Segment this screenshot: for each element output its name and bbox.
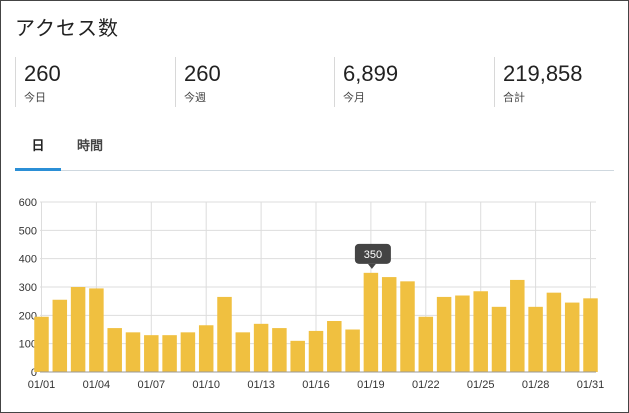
stat-month-value: 6,899 bbox=[343, 61, 399, 86]
y-tick-label: 200 bbox=[19, 310, 37, 322]
bar bbox=[125, 332, 141, 372]
x-tick-label: 01/13 bbox=[247, 379, 275, 391]
bar bbox=[564, 302, 580, 372]
bar bbox=[308, 330, 324, 372]
y-tick-label: 400 bbox=[19, 254, 37, 266]
bar bbox=[180, 332, 196, 372]
bar bbox=[455, 295, 470, 372]
widget-title: アクセス数 bbox=[15, 16, 119, 40]
x-tick-label: 01/31 bbox=[577, 379, 605, 391]
bar bbox=[89, 288, 104, 372]
x-tick-label: 01/22 bbox=[412, 379, 440, 391]
tooltip-pointer bbox=[367, 263, 376, 269]
y-tick-label: 300 bbox=[19, 282, 37, 294]
bar bbox=[345, 329, 360, 372]
tab-bar: 日 時間 bbox=[15, 130, 614, 171]
stat-month: 6,899 今月 bbox=[334, 57, 485, 107]
bar bbox=[491, 306, 507, 372]
stat-total-value: 219,858 bbox=[503, 61, 583, 86]
y-tick-label: 600 bbox=[19, 197, 37, 209]
bar bbox=[381, 277, 397, 372]
bar bbox=[583, 298, 598, 372]
x-tick-label: 01/28 bbox=[522, 379, 550, 391]
bar bbox=[327, 321, 342, 372]
stat-week: 260 今週 bbox=[175, 57, 326, 107]
x-tick-label: 01/04 bbox=[83, 379, 111, 391]
x-tick-label: 01/16 bbox=[302, 379, 330, 391]
tab-day[interactable]: 日 bbox=[15, 130, 61, 171]
bar bbox=[400, 281, 415, 372]
stat-total: 219,858 合計 bbox=[494, 57, 629, 107]
tab-hour[interactable]: 時間 bbox=[76, 139, 103, 154]
bar bbox=[217, 296, 232, 372]
bar bbox=[52, 299, 68, 372]
tooltip-box bbox=[354, 243, 391, 264]
stat-week-value: 260 bbox=[184, 61, 221, 86]
y-tick-label: 500 bbox=[19, 225, 37, 237]
stat-today-value: 260 bbox=[24, 61, 61, 86]
y-tick-label: 0 bbox=[31, 367, 37, 379]
bar bbox=[510, 279, 525, 372]
stat-today: 260 今日 bbox=[15, 57, 166, 107]
bar bbox=[144, 335, 159, 372]
bar bbox=[528, 306, 543, 372]
bar bbox=[70, 287, 86, 372]
bar bbox=[253, 323, 269, 372]
bar bbox=[436, 296, 452, 372]
bar bbox=[34, 316, 49, 372]
stat-total-label: 合計 bbox=[503, 91, 525, 104]
stat-month-label: 今月 bbox=[343, 91, 365, 104]
stats-row: 260 今日 260 今週 6,899 今月 219,858 合計 bbox=[15, 57, 615, 109]
y-tick-label: 100 bbox=[19, 339, 37, 351]
bar bbox=[107, 328, 122, 372]
stat-today-label: 今日 bbox=[24, 91, 46, 104]
stat-week-label: 今週 bbox=[184, 91, 206, 104]
bar bbox=[546, 292, 562, 372]
bar bbox=[290, 340, 305, 372]
bar bbox=[363, 272, 379, 372]
tooltip-text: 350 bbox=[364, 249, 382, 261]
x-tick-label: 01/19 bbox=[357, 379, 385, 391]
bar bbox=[418, 316, 434, 372]
bar bbox=[162, 335, 177, 372]
bar bbox=[473, 291, 488, 372]
bar bbox=[235, 332, 251, 372]
bar bbox=[198, 325, 214, 372]
bar bbox=[272, 328, 287, 372]
x-tick-label: 01/01 bbox=[28, 379, 56, 391]
x-tick-label: 01/25 bbox=[467, 379, 495, 391]
x-tick-label: 01/10 bbox=[192, 379, 220, 391]
x-tick-label: 01/07 bbox=[138, 379, 166, 391]
